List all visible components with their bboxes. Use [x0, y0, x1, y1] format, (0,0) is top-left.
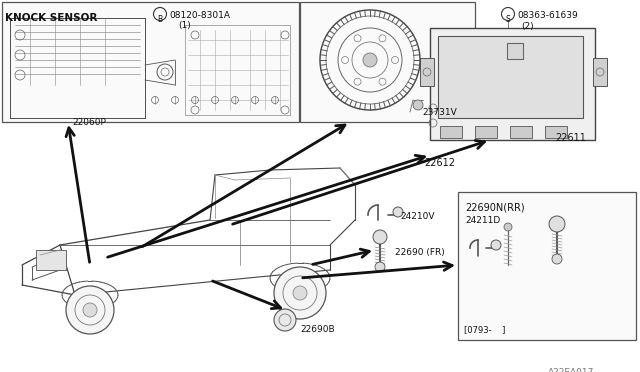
Text: 22690N(RR): 22690N(RR) — [465, 203, 525, 213]
Circle shape — [549, 216, 565, 232]
Bar — [36, 250, 66, 270]
Text: 08363-61639: 08363-61639 — [517, 11, 578, 20]
Circle shape — [413, 100, 423, 110]
Circle shape — [552, 254, 562, 264]
Bar — [510, 126, 532, 138]
Circle shape — [83, 303, 97, 317]
Circle shape — [274, 267, 326, 319]
Circle shape — [66, 286, 114, 334]
Text: A22EA017: A22EA017 — [548, 368, 595, 372]
Bar — [430, 28, 595, 140]
Bar — [440, 126, 462, 138]
Bar — [458, 192, 636, 340]
Text: S: S — [506, 16, 510, 25]
Text: 22690B: 22690B — [300, 325, 335, 334]
Circle shape — [375, 262, 385, 272]
Circle shape — [363, 53, 377, 67]
Bar — [593, 58, 607, 86]
Circle shape — [293, 286, 307, 300]
Text: 23731V: 23731V — [422, 108, 457, 117]
Text: KNOCK SENSOR: KNOCK SENSOR — [5, 13, 97, 23]
Circle shape — [274, 309, 296, 331]
Bar — [475, 126, 497, 138]
Bar — [507, 43, 523, 59]
Circle shape — [393, 207, 403, 217]
Bar — [545, 126, 567, 138]
Circle shape — [373, 230, 387, 244]
Text: 22611: 22611 — [555, 133, 586, 143]
Text: 22060P: 22060P — [72, 118, 106, 127]
Text: 24210V: 24210V — [400, 212, 435, 221]
Circle shape — [491, 240, 501, 250]
Text: B: B — [157, 16, 163, 25]
Circle shape — [504, 223, 512, 231]
Text: (1): (1) — [178, 21, 191, 30]
Bar — [300, 2, 475, 122]
Bar — [438, 36, 583, 118]
Bar — [2, 2, 299, 122]
Text: (2): (2) — [521, 22, 534, 31]
Text: 08120-8301A: 08120-8301A — [169, 11, 230, 20]
Text: 22612: 22612 — [424, 158, 455, 168]
Text: [0793-    ]: [0793- ] — [464, 325, 506, 334]
Text: 24211D: 24211D — [465, 216, 500, 225]
Bar — [420, 58, 434, 86]
Text: 22690 (FR): 22690 (FR) — [395, 248, 445, 257]
